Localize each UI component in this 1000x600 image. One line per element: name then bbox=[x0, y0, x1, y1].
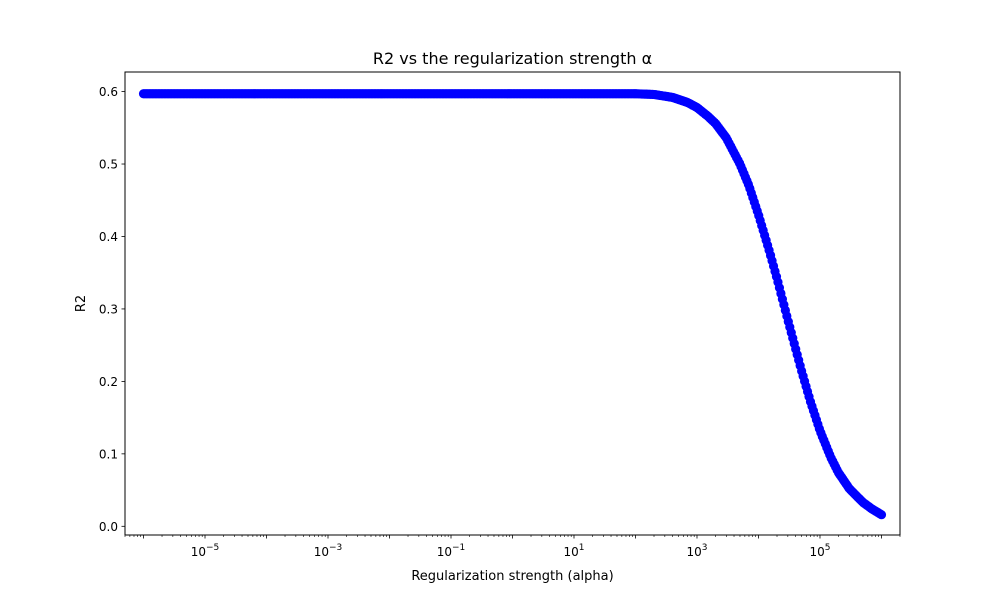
plot-area bbox=[125, 72, 900, 535]
y-tick-label: 0.6 bbox=[99, 85, 118, 99]
y-tick-label: 0.1 bbox=[99, 447, 118, 461]
y-axis: 0.0 0.1 0.2 0.3 0.4 0.5 0.6 bbox=[99, 85, 125, 534]
x-tick-label: 101 bbox=[563, 543, 584, 559]
x-axis-label: Regularization strength (alpha) bbox=[411, 569, 613, 584]
x-tick-label: 105 bbox=[809, 543, 830, 559]
y-tick-label: 0.3 bbox=[99, 302, 118, 316]
x-axis: 10−5 10−3 10−1 101 103 105 bbox=[124, 535, 901, 559]
x-tick-label: 10−5 bbox=[191, 543, 220, 559]
y-tick-label: 0.4 bbox=[99, 230, 118, 244]
chart-title: R2 vs the regularization strength α bbox=[373, 49, 652, 68]
y-tick-label: 0.5 bbox=[99, 158, 118, 172]
y-tick-label: 0.2 bbox=[99, 375, 118, 389]
x-tick-label: 103 bbox=[686, 543, 707, 559]
data-point bbox=[876, 510, 887, 520]
data-points bbox=[138, 89, 887, 520]
x-tick-label: 10−3 bbox=[314, 543, 343, 559]
y-axis-label: R2 bbox=[74, 295, 89, 312]
x-tick-label: 10−1 bbox=[437, 543, 466, 559]
y-tick-label: 0.0 bbox=[99, 520, 118, 534]
